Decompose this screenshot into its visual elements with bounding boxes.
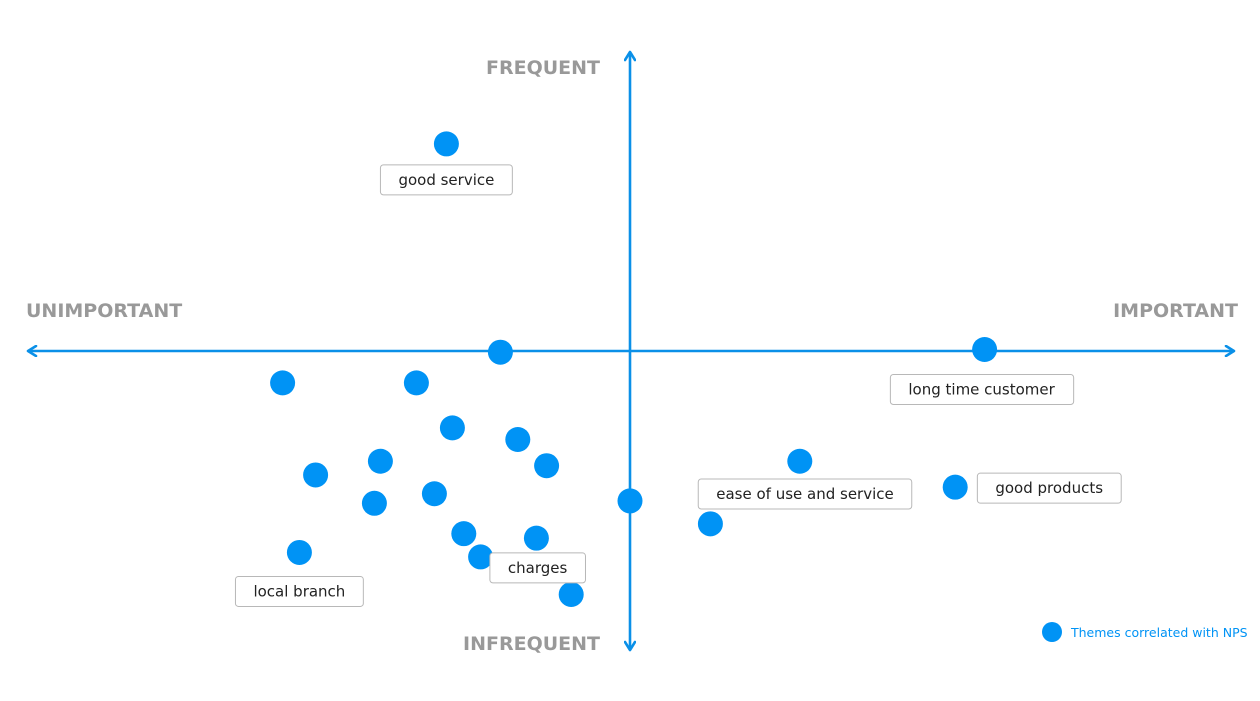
data-point-21 — [942, 474, 968, 500]
data-point-17 — [468, 544, 494, 570]
point-label-text: good service — [398, 171, 494, 189]
data-point-3 — [972, 337, 998, 363]
axis-label-unimportant: UNIMPORTANT — [26, 300, 182, 322]
point-label-charges: charges — [489, 552, 586, 584]
point-label-box — [489, 552, 586, 584]
data-point-6 — [439, 415, 465, 441]
data-point-11 — [361, 490, 387, 516]
point-label-box — [379, 164, 513, 196]
point-label-box — [697, 478, 913, 510]
data-point-7 — [505, 427, 531, 453]
point-label-box — [234, 575, 364, 607]
data-point-13 — [617, 488, 643, 514]
axis-label-infrequent: INFREQUENT — [463, 633, 600, 655]
point-label-text: good products — [995, 479, 1103, 497]
point-label-local-branch: local branch — [234, 575, 364, 607]
point-label-good-products: good products — [976, 472, 1122, 504]
data-point-15 — [523, 525, 549, 551]
data-point-19 — [787, 448, 813, 474]
data-point-18 — [558, 581, 584, 607]
point-label-text: charges — [508, 559, 568, 577]
data-point-2 — [487, 339, 513, 365]
data-point-20 — [697, 511, 723, 537]
data-point-4 — [270, 370, 296, 396]
point-label-text: long time customer — [908, 381, 1055, 399]
point-label-text: ease of use and service — [716, 485, 894, 503]
data-point-9 — [303, 462, 329, 488]
legend-entry-label: Themes correlated with NPS — [1070, 625, 1248, 640]
point-label-text: local branch — [253, 582, 345, 600]
point-label-box — [889, 374, 1075, 406]
data-point-10 — [534, 453, 560, 479]
data-point-5 — [403, 370, 429, 396]
data-point-16 — [286, 539, 312, 565]
legend: Themes correlated with NPS — [1042, 622, 1248, 642]
point-label-box — [976, 472, 1122, 504]
point-label-long-time-customer: long time customer — [889, 374, 1075, 406]
data-point-12 — [421, 481, 447, 507]
legend-marker — [1042, 622, 1062, 642]
axis-label-frequent: FREQUENT — [486, 57, 600, 79]
point-label-ease-of-use-and-service: ease of use and service — [697, 478, 913, 510]
data-point-8 — [367, 448, 393, 474]
data-points — [270, 131, 998, 607]
data-point-14 — [451, 521, 477, 547]
point-label-good-service: good service — [379, 164, 513, 196]
data-point-1 — [433, 131, 459, 157]
axis-label-important: IMPORTANT — [1113, 300, 1238, 322]
point-labels: good service long time customer local bran… — [234, 164, 1122, 607]
